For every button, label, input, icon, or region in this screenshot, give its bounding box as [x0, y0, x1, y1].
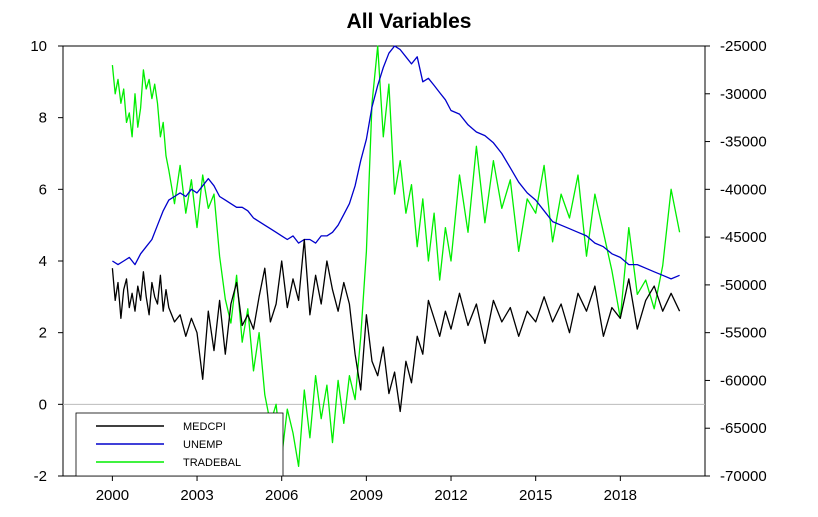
right-tick-label: -35000	[720, 134, 767, 151]
axes-layer: -2 0 2 4 6 8 10 -70000 -65000 -60000 -55000 -50000 -…	[30, 38, 766, 504]
right-tick-label: -40000	[720, 181, 767, 198]
left-tick-label: 10	[30, 38, 47, 55]
right-tick-label: -70000	[720, 468, 767, 485]
legend-label: UNEMP	[183, 439, 223, 451]
left-tick-label: 6	[39, 181, 47, 198]
x-tick-label: 2000	[96, 487, 129, 504]
left-tick-label: 2	[39, 325, 47, 342]
series-line-tradebal	[111, 45, 681, 468]
x-tick-label: 2006	[265, 487, 298, 504]
x-tick-label: 2018	[604, 487, 637, 504]
right-tick-label: -45000	[720, 229, 767, 246]
right-tick-label: -25000	[720, 38, 767, 55]
x-tick-label: 2015	[519, 487, 552, 504]
plot-frame	[62, 45, 706, 477]
right-tick-label: -65000	[720, 420, 767, 437]
left-tick-label: -2	[34, 468, 47, 485]
x-tick-label: 2003	[180, 487, 213, 504]
chart-title: All Variables	[347, 10, 472, 33]
x-tick-label: 2012	[434, 487, 467, 504]
legend: MEDCPI UNEMP TRADEBAL	[75, 412, 284, 477]
series-layer	[111, 45, 681, 468]
right-tick-label: -30000	[720, 86, 767, 103]
series-line-unemp	[112, 45, 680, 280]
right-tick-label: -50000	[720, 277, 767, 294]
left-tick-label: 0	[39, 396, 47, 413]
x-tick-label: 2009	[350, 487, 383, 504]
left-tick-label: 8	[39, 110, 47, 127]
legend-label: TRADEBAL	[183, 457, 241, 469]
right-tick-label: -55000	[720, 325, 767, 342]
legend-label: MEDCPI	[183, 421, 226, 433]
series-line-medcpi	[111, 238, 681, 413]
right-tick-label: -60000	[720, 372, 767, 389]
left-tick-label: 4	[39, 253, 47, 270]
